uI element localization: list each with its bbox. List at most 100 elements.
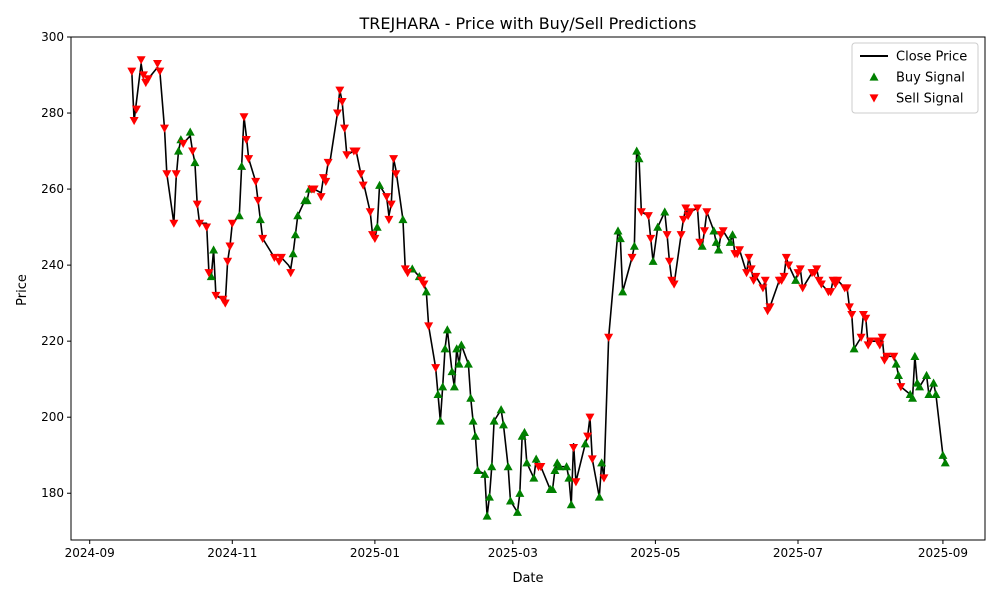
sell-signal-marker [571,478,581,487]
sell-signal-marker [583,432,593,441]
legend-label: Buy Signal [896,71,965,86]
y-tick-label: 300 [41,30,64,44]
buy-signal-marker [615,234,625,243]
buy-signal-marker [924,389,934,398]
sell-signal-marker [251,177,261,186]
sell-signal-marker [842,284,852,293]
sell-signal-marker [316,193,326,202]
buy-signal-marker [632,146,642,155]
sell-signal-marker [875,341,885,350]
sell-signal-marker [386,200,396,209]
sell-signal-marker [627,253,637,263]
buy-signal-marker [660,207,670,216]
buy-signal-marker [915,382,925,391]
x-tick-label: 2025-09 [918,546,968,560]
buy-signal-marker [482,511,492,520]
buy-signal-marker [555,462,565,471]
sell-signal-marker [798,284,808,293]
sell-signal-marker [339,124,349,133]
buy-signal-marker [480,469,490,478]
sell-signal-marker [896,383,906,392]
buy-signal-marker [709,226,719,235]
sell-signal-marker [685,208,695,217]
y-tick-label: 220 [41,334,64,348]
buy-signal-marker [529,473,539,482]
sell-signal-marker [253,196,263,205]
sell-signal-marker [664,257,674,266]
sell-signal-marker [865,337,875,346]
sell-signal-marker [781,253,791,263]
sell-signal-marker [127,67,137,76]
sell-signal-marker [335,86,345,95]
sell-signal-marker [735,246,745,255]
buy-signal-marker [548,484,558,494]
buy-signal-marker [484,492,494,501]
sell-signal-marker [332,109,342,118]
buy-signal-marker [791,275,801,284]
sell-signal-marker [211,291,221,301]
sell-signal-marker [384,215,394,224]
buy-signal-marker [910,351,920,360]
buy-signal-marker [725,237,735,246]
sell-signal-marker [276,253,286,263]
legend-sell-signal-swatch [869,94,879,103]
y-axis-label: Price [15,274,30,306]
buy-signal-marker [550,465,560,475]
sell-signal-marker [692,204,702,213]
sell-signal-marker [269,253,279,263]
buy-signal-marker [515,488,525,497]
y-tick-label: 280 [41,106,64,120]
x-tick-label: 2025-05 [630,546,680,560]
sell-signal-marker [856,333,866,342]
buy-signal-marker [594,492,604,501]
buy-signal-marker [512,507,522,516]
sell-signal-marker [155,67,165,76]
buy-signal-marker [190,157,200,167]
sell-signal-marker [812,265,822,274]
sell-signal-marker [695,238,705,247]
buy-signal-marker [185,127,195,136]
buy-signal-marker [566,500,576,509]
sell-signal-marker [171,170,181,179]
buy-signal-marker [938,450,948,459]
buy-signal-marker [454,359,464,368]
sell-signal-marker [389,155,399,164]
x-tick-label: 2025-03 [488,546,538,560]
sell-signal-marker [662,231,672,240]
buy-signal-marker [234,211,244,220]
buy-signal-marker [473,465,483,475]
buy-signal-marker [697,241,707,250]
buy-signal-marker [505,496,515,505]
buy-signal-marker [597,458,607,467]
buy-signal-marker [435,416,445,425]
buy-signal-marker [237,161,247,170]
buy-signal-marker [206,272,216,281]
sell-signal-marker [152,60,162,69]
sell-signal-marker [816,280,826,289]
sell-signal-marker [585,413,595,422]
buy-signal-marker [375,180,385,189]
y-tick-label: 180 [41,486,64,500]
buy-signal-marker [302,195,312,205]
legend: Close Price Buy Signal Sell Signal [851,42,979,114]
sell-signal-marker [718,227,728,236]
sell-signal-marker [162,170,172,179]
sell-signal-marker [129,117,139,126]
sell-signal-marker [131,105,141,114]
sell-signal-marker [244,155,254,164]
sell-signal-marker [321,177,331,186]
buy-signal-marker [629,241,639,250]
sell-signal-marker [646,234,656,244]
buy-signal-marker [849,344,859,353]
buy-signal-marker [468,416,478,425]
x-tick-label: 2024-09 [65,546,115,560]
buy-signal-marker [398,214,408,224]
buy-signal-marker [463,359,473,368]
sell-signal-marker [419,280,429,289]
sell-signal-marker [220,299,230,308]
sell-signal-marker [138,71,148,80]
sell-signal-marker [204,269,214,278]
sell-signal-marker [758,284,768,293]
